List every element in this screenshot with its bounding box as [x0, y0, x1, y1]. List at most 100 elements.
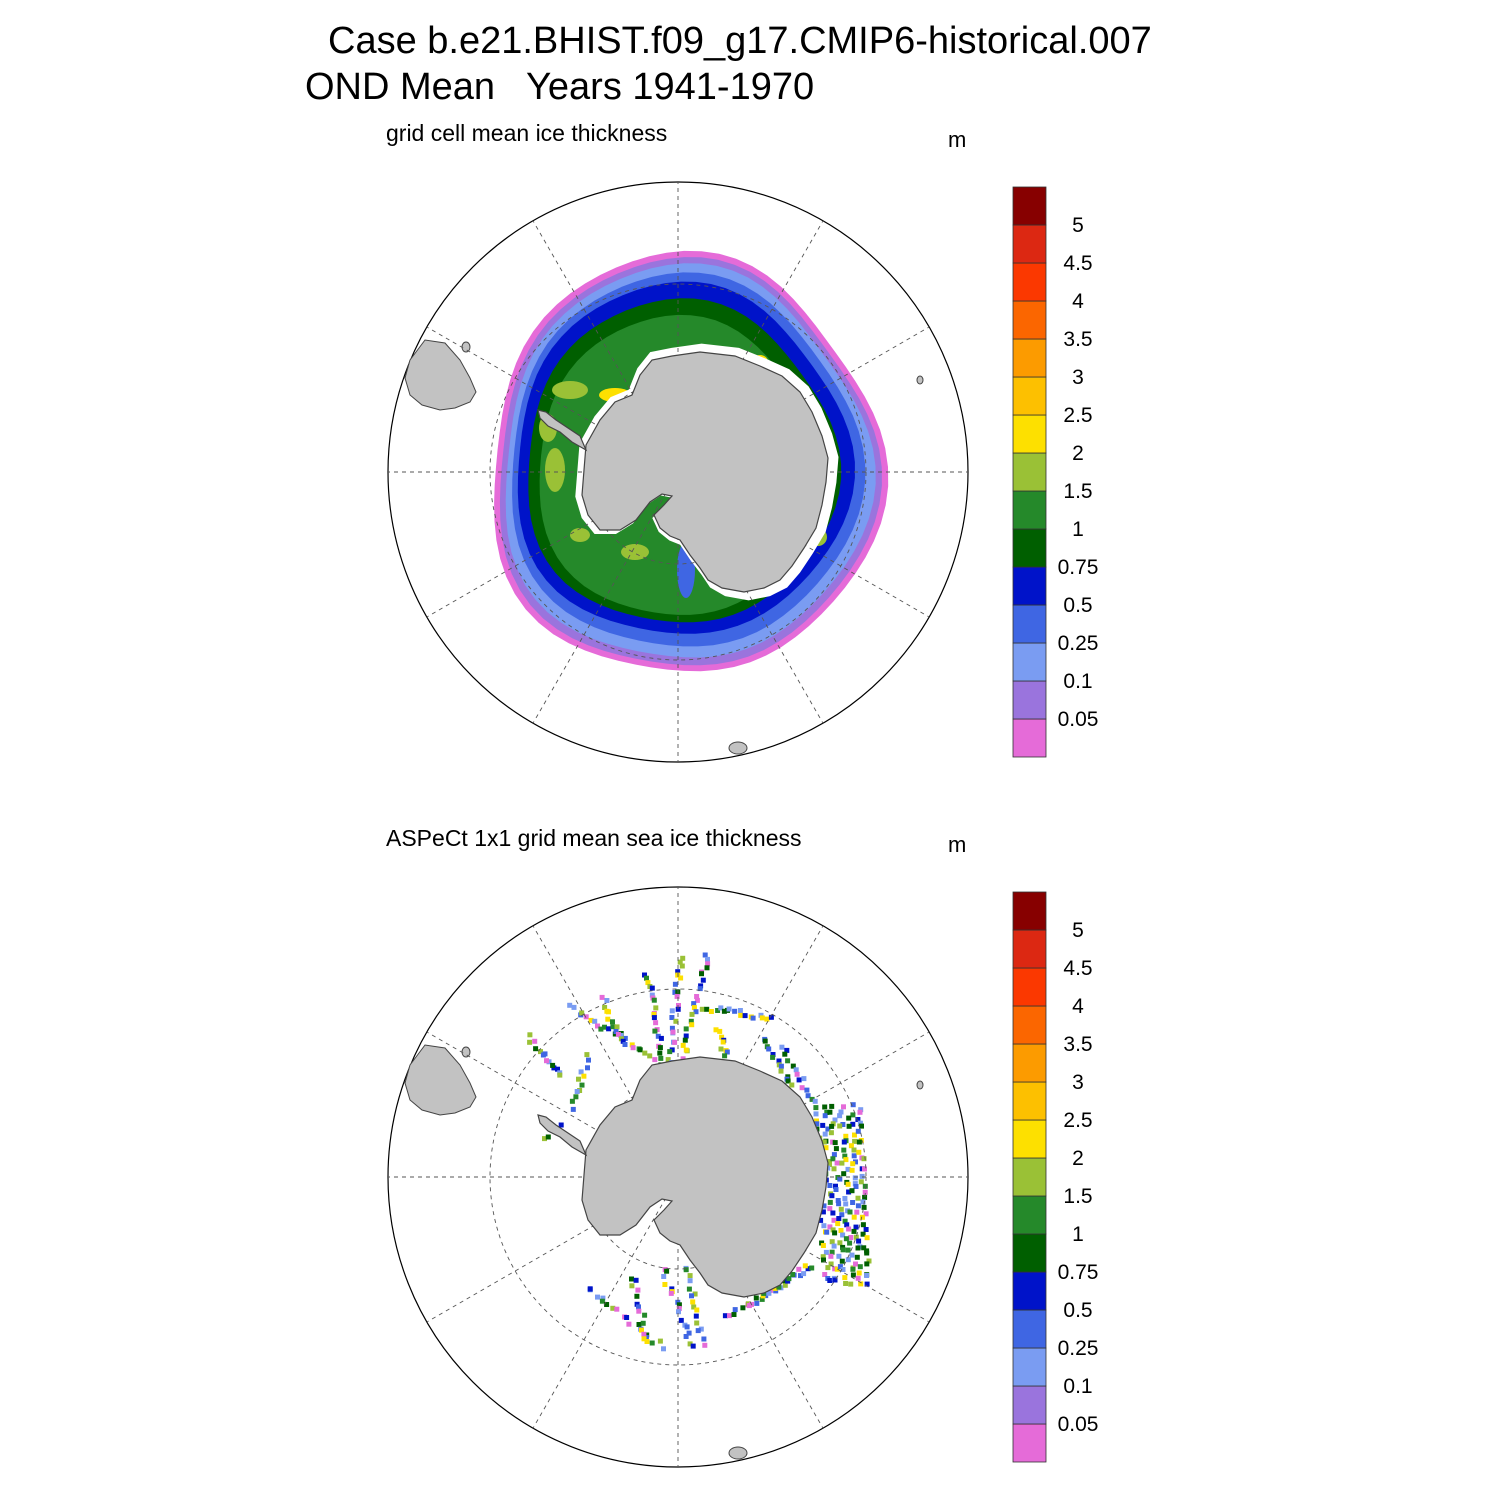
observation-cell: [718, 1005, 724, 1011]
observation-cell: [840, 1267, 846, 1272]
observation-cell: [830, 1227, 836, 1233]
observation-cell: [830, 1210, 836, 1216]
observation-cell: [851, 1214, 857, 1220]
island-landmass: [461, 341, 471, 353]
observation-cell: [599, 994, 605, 1000]
observation-cell: [866, 1258, 872, 1264]
observation-cell: [678, 975, 684, 981]
meridian-line: [532, 471, 679, 724]
observation-cell: [672, 981, 678, 987]
observation-cell: [754, 1300, 760, 1306]
colorbar-tick-label: 1: [1072, 1223, 1084, 1246]
observation-cell: [851, 1228, 857, 1234]
observation-cell: [778, 1063, 784, 1069]
observation-cell: [726, 1006, 732, 1012]
observation-cell: [850, 1161, 856, 1167]
panel-2-title: ASPeCt 1x1 grid mean sea ice thickness: [386, 825, 802, 851]
observation-cell: [845, 1257, 851, 1263]
observation-cell: [538, 1049, 543, 1055]
observation-cell: [820, 1243, 826, 1248]
observation-cell: [652, 1057, 658, 1063]
observation-cell: [658, 1055, 664, 1061]
observation-cell: [846, 1189, 852, 1195]
colorbar-swatch: [1012, 1271, 1047, 1311]
colorbar-tick-label: 1.5: [1063, 1185, 1092, 1208]
observation-cell: [636, 1322, 642, 1327]
observation-cell: [610, 1024, 616, 1030]
observation-cell: [862, 1189, 868, 1195]
observation-cell: [574, 1089, 580, 1094]
observation-cell: [768, 1014, 774, 1020]
observation-cell: [694, 1320, 700, 1326]
observation-cell: [812, 1098, 818, 1104]
observation-cell: [602, 1024, 607, 1030]
observation-cell: [677, 959, 683, 965]
observation-cell: [856, 1149, 862, 1155]
observation-cell: [644, 975, 649, 981]
observation-cell: [850, 1112, 856, 1118]
observation-cell: [676, 1302, 682, 1308]
observation-cell: [680, 1056, 686, 1062]
observation-cell: [578, 1069, 584, 1075]
observation-cell: [688, 1018, 694, 1024]
observation-cell: [634, 1301, 640, 1307]
observation-cell: [651, 1011, 657, 1017]
observation-cell: [822, 1113, 828, 1119]
observation-cell: [680, 1042, 686, 1048]
observation-cell: [641, 1331, 647, 1337]
observation-cell: [853, 1261, 858, 1267]
colorbar-swatch: [1012, 528, 1047, 568]
observation-cell: [855, 1128, 861, 1134]
observation-cell: [759, 1015, 765, 1021]
observation-cell: [614, 1024, 620, 1030]
observation-cell: [827, 1278, 833, 1283]
observation-cell: [822, 1131, 828, 1137]
observation-cell: [859, 1123, 864, 1129]
observation-cell: [864, 1250, 870, 1256]
observation-cell: [852, 1138, 858, 1144]
observation-cell: [827, 1162, 832, 1167]
observation-cell: [849, 1252, 855, 1258]
observation-cell: [694, 994, 700, 999]
antarctica-landmass: [581, 351, 829, 593]
observation-cell: [829, 1249, 835, 1255]
observation-cell: [673, 1018, 679, 1024]
colorbar-swatch: [1012, 680, 1047, 720]
observation-cell: [839, 1160, 845, 1166]
colorbar-swatch: [1012, 1385, 1047, 1425]
observation-cell: [649, 985, 655, 991]
observation-cell: [585, 1065, 590, 1071]
observation-cell: [737, 1008, 743, 1013]
continent-landmass: [404, 1044, 477, 1116]
observation-cell: [825, 1265, 831, 1271]
observation-cell: [583, 1014, 589, 1020]
observation-cell: [796, 1077, 802, 1083]
observation-cell: [533, 1046, 539, 1052]
observation-cell: [622, 1042, 628, 1047]
observation-cell: [821, 1203, 827, 1209]
observation-cell: [854, 1254, 860, 1260]
observation-cell: [830, 1156, 836, 1162]
observation-cell: [862, 1166, 867, 1172]
antarctic-peninsula: [537, 409, 588, 452]
observation-cell: [669, 1025, 675, 1031]
observation-cell: [840, 1247, 846, 1253]
observation-cell: [613, 1029, 619, 1034]
observation-cell: [855, 1275, 861, 1281]
observation-cell: [573, 1094, 579, 1100]
observation-cell: [828, 1261, 834, 1267]
colorbar-tick-label: 0.25: [1058, 632, 1099, 655]
observation-cell: [779, 1044, 785, 1050]
observation-cell: [837, 1176, 843, 1182]
thick-ice-patch: [552, 381, 588, 399]
observation-cell: [860, 1199, 866, 1205]
observation-cell: [558, 1122, 564, 1128]
observation-cell: [828, 1130, 834, 1136]
observation-cell: [629, 1283, 635, 1289]
observation-cell: [829, 1239, 835, 1245]
colorbar-swatch: [1012, 642, 1047, 682]
observation-cell: [844, 1222, 850, 1228]
observation-cell: [859, 1214, 865, 1220]
observation-cell: [605, 1016, 611, 1022]
colorbar-tick-label: 0.5: [1063, 1299, 1092, 1322]
